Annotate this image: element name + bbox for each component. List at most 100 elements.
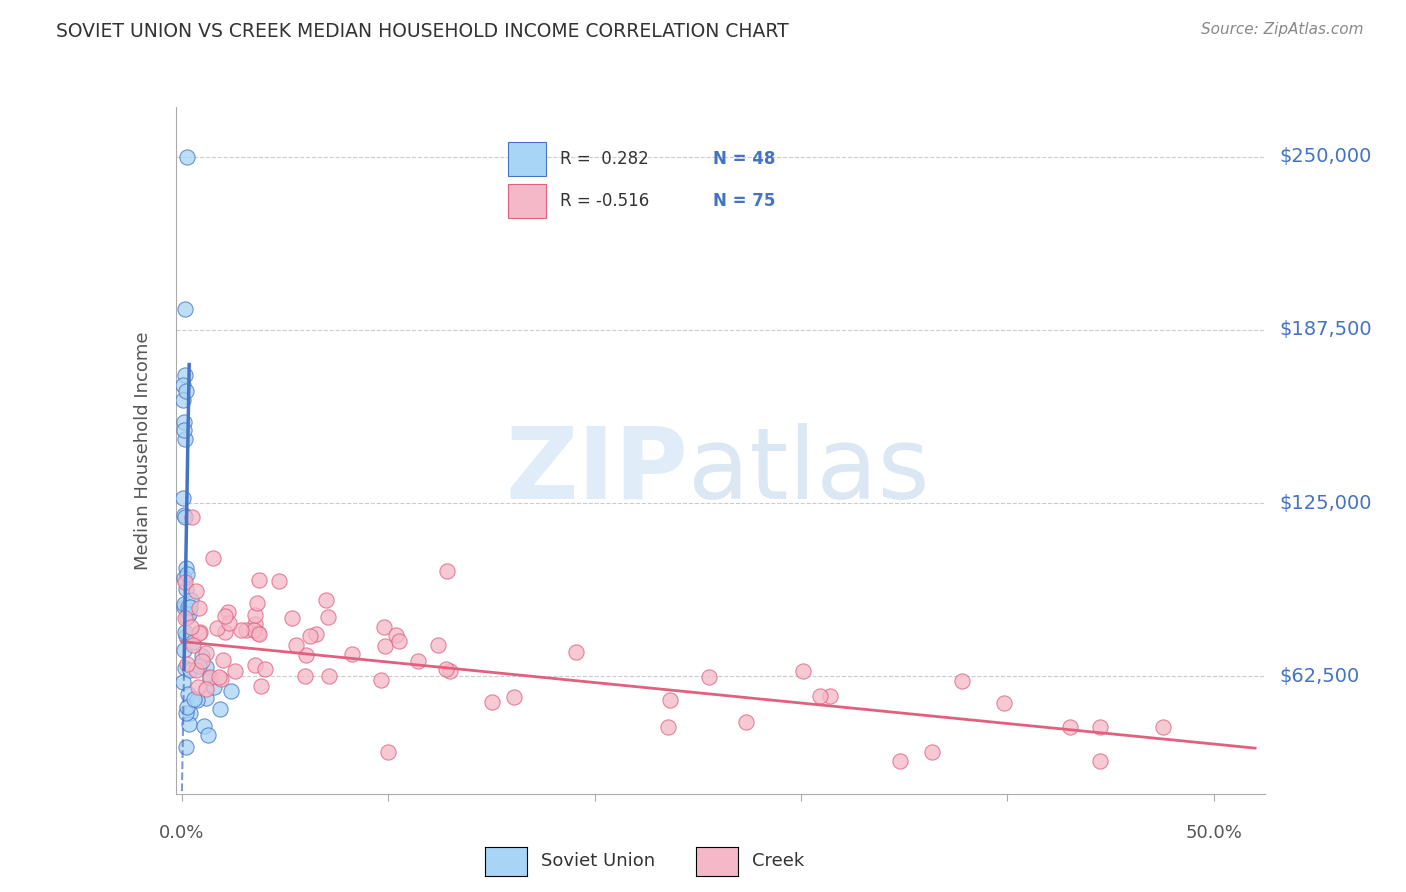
Text: Creek: Creek	[752, 852, 804, 870]
Point	[406, 654, 429, 668]
Point	[657, 720, 679, 734]
Point	[188, 625, 211, 640]
Point	[180, 593, 202, 607]
Point	[173, 415, 195, 429]
Point	[820, 689, 842, 703]
Text: atlas: atlas	[688, 423, 929, 519]
Point	[188, 624, 211, 639]
Point	[207, 670, 229, 684]
Text: 0.0%: 0.0%	[159, 824, 205, 842]
Point	[174, 624, 197, 639]
Point	[735, 714, 758, 729]
Point	[436, 564, 458, 578]
Point	[173, 571, 195, 585]
Point	[176, 150, 198, 164]
Point	[208, 702, 231, 716]
Point	[187, 680, 209, 694]
Point	[181, 510, 204, 524]
Point	[373, 620, 395, 634]
Point	[194, 660, 217, 674]
Point	[235, 624, 257, 638]
Point	[284, 638, 307, 652]
Point	[177, 687, 200, 701]
Point	[184, 584, 207, 599]
Point	[243, 607, 266, 622]
Point	[246, 596, 269, 610]
Point	[214, 609, 236, 624]
Text: ZIP: ZIP	[505, 423, 688, 519]
Point	[187, 658, 209, 673]
Point	[294, 669, 316, 683]
Point	[180, 620, 202, 634]
Point	[174, 384, 197, 398]
Point	[174, 561, 197, 575]
Point	[195, 691, 218, 706]
Text: SOVIET UNION VS CREEK MEDIAN HOUSEHOLD INCOME CORRELATION CHART: SOVIET UNION VS CREEK MEDIAN HOUSEHOLD I…	[56, 22, 789, 41]
Point	[187, 601, 209, 615]
Point	[173, 611, 195, 625]
Point	[172, 377, 194, 392]
Point	[315, 593, 337, 607]
Point	[388, 633, 411, 648]
Point	[186, 663, 208, 677]
Point	[250, 679, 273, 693]
Point	[374, 639, 396, 653]
Point	[243, 657, 266, 672]
Point	[247, 627, 270, 641]
Point	[174, 302, 197, 317]
Point	[176, 610, 198, 624]
Point	[305, 627, 328, 641]
Point	[174, 582, 197, 596]
Point	[808, 689, 831, 703]
Point	[201, 551, 224, 566]
Point	[224, 665, 246, 679]
Point	[269, 574, 291, 588]
Point	[172, 674, 194, 689]
Point	[176, 706, 198, 721]
Point	[219, 683, 242, 698]
Point	[172, 491, 194, 506]
Point	[173, 509, 195, 524]
Point	[1088, 754, 1111, 768]
Text: 50.0%: 50.0%	[1185, 824, 1243, 842]
Point	[340, 647, 363, 661]
Point	[246, 626, 269, 640]
Point	[921, 745, 943, 759]
Point	[179, 663, 201, 677]
Point	[298, 629, 321, 643]
Point	[229, 623, 252, 637]
Point	[281, 611, 304, 625]
Point	[316, 610, 339, 624]
Point	[174, 368, 197, 382]
Point	[173, 597, 195, 611]
Point	[247, 573, 270, 587]
Point	[183, 691, 205, 706]
Point	[177, 600, 200, 615]
Point	[503, 690, 526, 705]
Point	[174, 628, 197, 642]
Point	[200, 670, 222, 684]
Point	[176, 700, 198, 714]
Point	[481, 695, 503, 709]
Point	[564, 645, 586, 659]
Point	[218, 615, 240, 630]
Point	[174, 575, 197, 590]
Point	[173, 423, 195, 437]
Text: $187,500: $187,500	[1279, 320, 1372, 340]
Point	[205, 621, 228, 635]
Point	[193, 719, 215, 733]
Point	[439, 664, 461, 678]
Text: Source: ZipAtlas.com: Source: ZipAtlas.com	[1201, 22, 1364, 37]
Point	[191, 655, 214, 669]
Point	[174, 739, 197, 754]
Point	[1059, 720, 1081, 734]
Point	[176, 567, 198, 582]
Point	[179, 607, 201, 621]
Point	[195, 646, 218, 660]
Point	[173, 433, 195, 447]
Point	[179, 600, 201, 615]
Point	[173, 599, 195, 614]
Point	[370, 673, 392, 687]
Point	[434, 662, 457, 676]
Point	[377, 745, 399, 759]
